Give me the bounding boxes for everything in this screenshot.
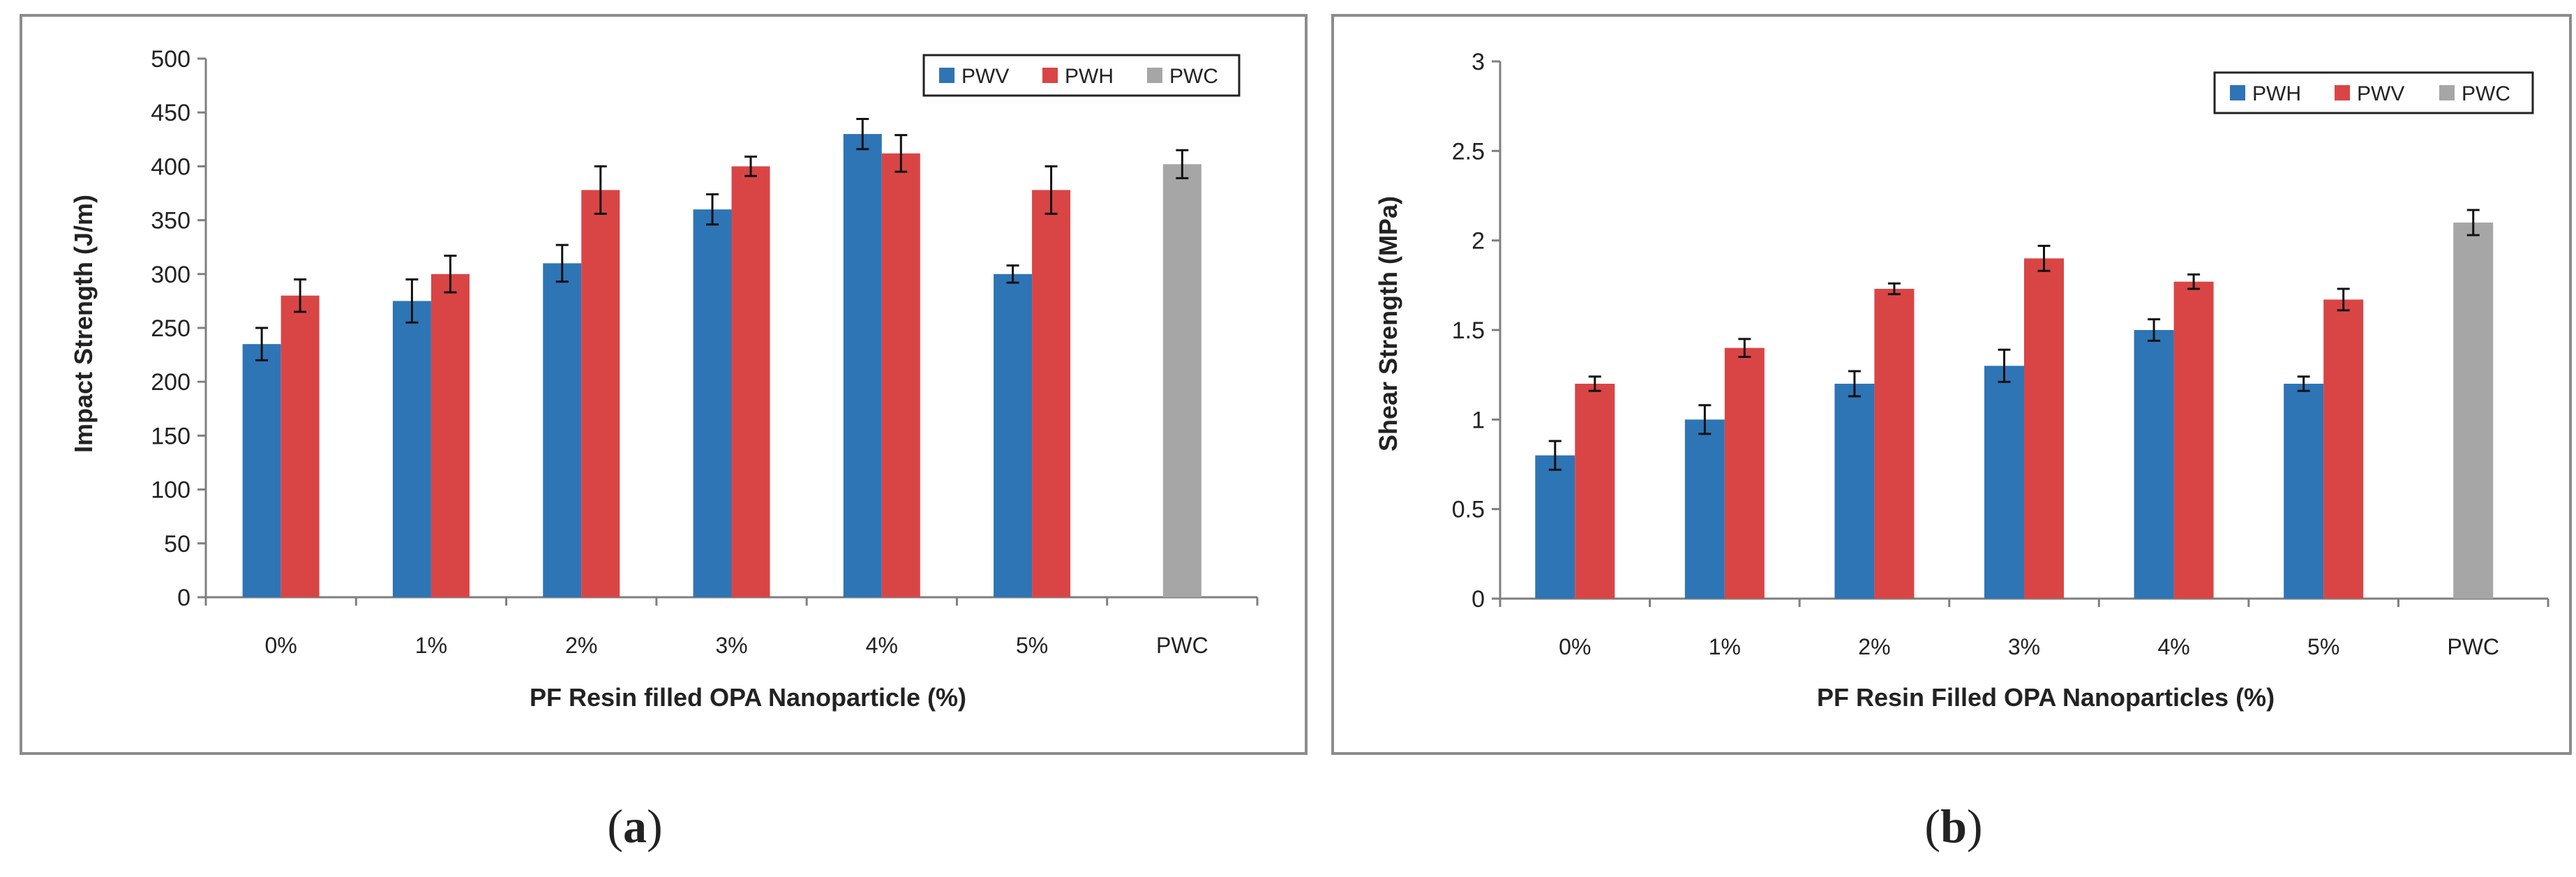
x-tick-label: 0% [1559, 634, 1591, 659]
y-tick-label: 3 [1472, 49, 1485, 75]
bar-pwv [2024, 258, 2064, 599]
x-tick-label: 1% [1709, 634, 1741, 659]
bar-pwh [1834, 384, 1875, 599]
bar-pwh [881, 153, 920, 597]
x-tick-label: 4% [2157, 634, 2189, 659]
bar-pwh [430, 273, 470, 597]
y-axis-title: Shear Strength (MPa) [1374, 196, 1402, 451]
y-tick-label: 400 [151, 153, 190, 180]
x-axis-title: PF Resin filled OPA Nanoparticle (%) [530, 683, 966, 712]
legend-swatch-pwv [939, 68, 954, 83]
y-tick-label: 1 [1472, 407, 1485, 433]
legend-label-pwc: PWC [1169, 65, 1218, 88]
caption-a: (a) [607, 800, 663, 853]
bar-pwc [1162, 164, 1201, 597]
legend-label-pwv: PWV [2357, 82, 2404, 105]
x-tick-label: 1% [415, 633, 447, 658]
x-tick-label: 5% [1016, 633, 1048, 658]
y-tick-label: 0 [1472, 586, 1485, 613]
y-tick-label: 0.5 [1452, 497, 1485, 523]
x-tick-label: PWC [1156, 633, 1208, 658]
x-tick-label: 4% [866, 633, 898, 658]
y-tick-label: 2.5 [1452, 138, 1485, 165]
bar-pwh [1984, 366, 2024, 599]
bar-pwv [693, 209, 732, 597]
bar-pwh [2284, 384, 2324, 599]
y-tick-label: 450 [151, 100, 190, 126]
bar-pwv [1575, 384, 1615, 599]
legend-swatch-pwc [2439, 85, 2455, 100]
y-tick-label: 500 [151, 46, 190, 73]
legend-swatch-pwc [1147, 68, 1162, 83]
y-tick-label: 300 [151, 262, 190, 288]
legend-box [2213, 71, 2534, 114]
bar-pwv [843, 134, 882, 597]
bar-pwv [2323, 299, 2364, 599]
bar-pwh [731, 166, 770, 597]
legend-label-pwc: PWC [2462, 82, 2510, 105]
legend-box [922, 54, 1241, 97]
chart-b: 0 0.5 1 1.5 2 2.5 3 0% 1% 2% 3% 4% 5% PWC PWH PWV PWC PF … [1374, 49, 2549, 712]
y-tick-label: 100 [151, 477, 190, 504]
legend-swatch-pwv [2335, 85, 2350, 100]
x-tick-label: 0% [265, 633, 297, 658]
bar-pwv [242, 344, 281, 597]
bar-pwv [1874, 288, 1915, 599]
y-tick-label: 0 [177, 585, 190, 611]
chart-a: 0 50 100 150 200 250 300 350 400 450 500 0% 1% 2% 3% 4%… [69, 46, 1259, 712]
chart-panel-a: 0 50 100 150 200 250 300 350 400 450 500 0% 1% 2% 3% 4%… [20, 14, 1308, 755]
bar-pwv [2173, 281, 2214, 599]
bar-pwv [1724, 347, 1765, 599]
bar-pwh [1684, 419, 1725, 599]
chart-panel-b: 0 0.5 1 1.5 2 2.5 3 0% 1% 2% 3% 4% 5% PWC PWH PWV PWC PF … [1331, 14, 2572, 755]
y-tick-label: 250 [151, 315, 190, 342]
y-tick-label: 2 [1472, 228, 1485, 255]
bar-pwh [1032, 190, 1071, 597]
x-axis-title: PF Resin Filled OPA Nanoparticles (%) [1817, 683, 2275, 712]
y-axis-title: Impact Strength (J/m) [69, 195, 98, 453]
x-tick-label: PWC [2447, 634, 2499, 659]
legend-label-pwh: PWH [1065, 65, 1114, 88]
y-tick-label: 200 [151, 369, 190, 396]
x-tick-label: 3% [715, 633, 747, 658]
bar-pwv [392, 301, 431, 597]
y-tick-label: 150 [151, 423, 190, 449]
y-tick-label: 1.5 [1452, 317, 1485, 344]
bar-pwh [581, 190, 620, 597]
bar-pwc [2453, 223, 2494, 599]
legend-swatch-pwh [1042, 68, 1058, 83]
y-tick-label: 50 [164, 531, 190, 557]
bar-pwh [2134, 330, 2174, 599]
caption-b: (b) [1924, 800, 1983, 853]
x-tick-label: 3% [2008, 634, 2040, 659]
legend-label-pwv: PWV [961, 65, 1009, 88]
bar-pwh [280, 295, 320, 597]
x-tick-label: 5% [2307, 634, 2339, 659]
bar-pwh [1535, 455, 1575, 599]
legend-swatch-pwh [2230, 85, 2245, 100]
bar-pwv [994, 273, 1033, 597]
bar-pwv [543, 263, 582, 597]
x-tick-label: 2% [565, 633, 597, 658]
y-tick-label: 350 [151, 208, 190, 234]
legend-label-pwh: PWH [2252, 82, 2301, 105]
x-tick-label: 2% [1858, 634, 1890, 659]
